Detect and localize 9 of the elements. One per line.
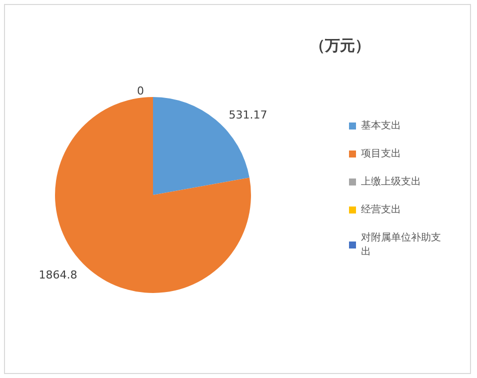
data-label: 531.17 — [228, 108, 268, 122]
legend-label: 项目支出 — [361, 148, 401, 160]
legend-label: 上缴上级支出 — [361, 176, 421, 188]
legend-label: 基本支出 — [361, 120, 401, 132]
legend-label: 经营支出 — [361, 204, 401, 216]
text: 0 — [137, 84, 144, 98]
chart-title: （万元） — [310, 36, 370, 54]
legend-label: 对附属单位补助支出 — [361, 232, 441, 258]
data-label: 1864.8 — [38, 268, 78, 282]
